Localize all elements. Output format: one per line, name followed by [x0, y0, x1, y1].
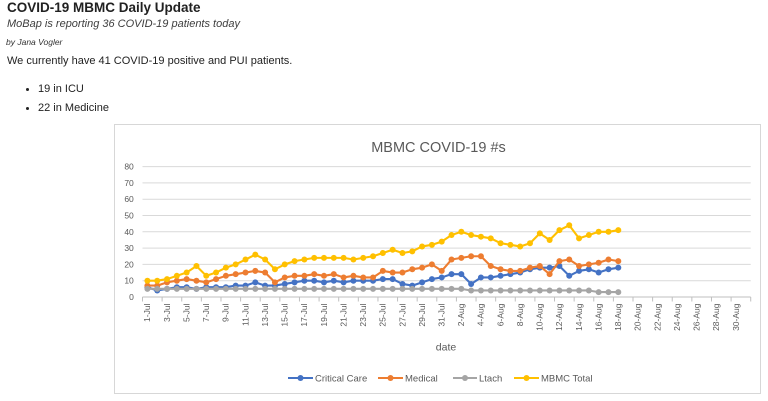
svg-text:18-Aug: 18-Aug	[613, 303, 623, 331]
svg-text:2-Aug: 2-Aug	[456, 303, 466, 326]
svg-text:5-Jul: 5-Jul	[181, 303, 191, 322]
svg-text:21-Jul: 21-Jul	[338, 303, 348, 326]
svg-text:3-Jul: 3-Jul	[162, 303, 172, 322]
svg-text:14-Aug: 14-Aug	[574, 303, 584, 331]
svg-text:10: 10	[124, 276, 134, 286]
svg-text:Ltach: Ltach	[479, 374, 502, 385]
svg-text:9-Jul: 9-Jul	[221, 303, 231, 322]
svg-text:60: 60	[124, 194, 134, 204]
svg-text:MBMC Total: MBMC Total	[541, 374, 593, 385]
svg-text:1-Jul: 1-Jul	[142, 303, 152, 322]
svg-text:10-Aug: 10-Aug	[535, 303, 545, 331]
svg-text:70: 70	[124, 178, 134, 188]
svg-text:13-Jul: 13-Jul	[260, 303, 270, 326]
svg-text:12-Aug: 12-Aug	[554, 303, 564, 331]
svg-text:26-Aug: 26-Aug	[692, 303, 702, 331]
svg-text:0: 0	[129, 292, 134, 302]
svg-text:50: 50	[124, 211, 134, 221]
svg-text:7-Jul: 7-Jul	[201, 303, 211, 322]
svg-text:20-Aug: 20-Aug	[633, 303, 643, 331]
svg-text:22-Aug: 22-Aug	[652, 303, 662, 331]
svg-text:80: 80	[124, 162, 134, 172]
svg-text:40: 40	[124, 227, 134, 237]
svg-text:23-Jul: 23-Jul	[358, 303, 368, 326]
svg-text:6-Aug: 6-Aug	[495, 303, 505, 326]
svg-text:30-Aug: 30-Aug	[731, 303, 741, 331]
svg-text:date: date	[436, 342, 457, 354]
svg-text:16-Aug: 16-Aug	[593, 303, 603, 331]
svg-text:25-Jul: 25-Jul	[378, 303, 388, 326]
svg-text:8-Aug: 8-Aug	[515, 303, 525, 326]
svg-text:29-Jul: 29-Jul	[417, 303, 427, 326]
svg-text:15-Jul: 15-Jul	[280, 303, 290, 326]
svg-text:28-Aug: 28-Aug	[711, 303, 721, 331]
svg-text:31-Jul: 31-Jul	[437, 303, 447, 326]
svg-text:11-Jul: 11-Jul	[240, 303, 250, 326]
svg-text:20: 20	[124, 259, 134, 269]
svg-text:17-Jul: 17-Jul	[299, 303, 309, 326]
svg-text:MBMC COVID-19 #s: MBMC COVID-19 #s	[371, 140, 506, 156]
svg-text:19-Jul: 19-Jul	[319, 303, 329, 326]
svg-text:4-Aug: 4-Aug	[476, 303, 486, 326]
svg-text:Medical: Medical	[405, 374, 438, 385]
svg-text:24-Aug: 24-Aug	[672, 303, 682, 331]
svg-text:Critical Care: Critical Care	[315, 374, 367, 385]
svg-text:27-Jul: 27-Jul	[397, 303, 407, 326]
svg-text:30: 30	[124, 243, 134, 253]
